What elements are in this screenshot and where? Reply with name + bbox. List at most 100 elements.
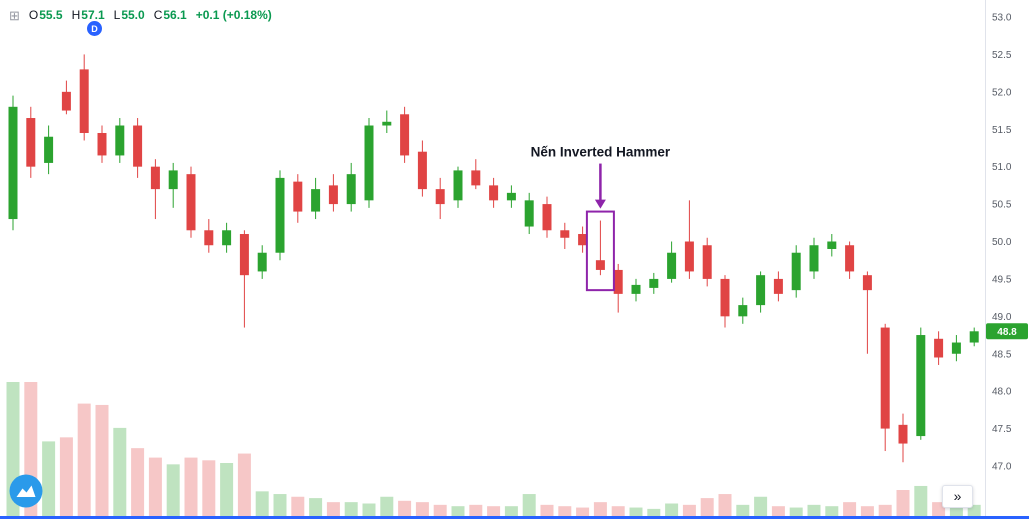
volume-bar bbox=[148, 457, 162, 517]
volume-bar bbox=[504, 506, 518, 517]
price-tick-label: 48.5 bbox=[992, 349, 1012, 360]
candle-body[interactable] bbox=[631, 284, 641, 294]
candle-body[interactable] bbox=[346, 174, 356, 205]
candle-body[interactable] bbox=[400, 114, 410, 156]
candle-body[interactable] bbox=[417, 151, 427, 190]
candle-body[interactable] bbox=[257, 252, 267, 272]
volume-bar bbox=[647, 508, 661, 517]
candle-body[interactable] bbox=[133, 125, 143, 167]
candle-body[interactable] bbox=[542, 204, 552, 231]
volume-bar bbox=[131, 448, 145, 517]
tradingview-logo[interactable] bbox=[8, 473, 44, 509]
volume-bar bbox=[362, 503, 376, 517]
candle-body[interactable] bbox=[827, 241, 837, 249]
candle-body[interactable] bbox=[293, 181, 303, 212]
volume-bar bbox=[843, 502, 857, 517]
candle-body[interactable] bbox=[489, 185, 499, 201]
open-label: O bbox=[28, 8, 39, 22]
candle-body[interactable] bbox=[756, 275, 766, 306]
ohlc-legend[interactable]: ⊞ O55.5 H57.1 L55.0 C56.1 +0.1 (+0.18%) bbox=[9, 8, 272, 22]
volume-bar bbox=[42, 441, 56, 517]
candle-body[interactable] bbox=[222, 230, 232, 246]
candle-body[interactable] bbox=[720, 278, 730, 317]
high-value: 57.1 bbox=[81, 8, 105, 22]
open-readout: O55.5 bbox=[29, 8, 63, 22]
volume-bar bbox=[949, 506, 963, 517]
time-axis-highlight bbox=[0, 516, 1029, 519]
candle-body[interactable] bbox=[382, 121, 392, 126]
candle-body[interactable] bbox=[613, 269, 623, 294]
candle-body[interactable] bbox=[44, 136, 54, 163]
candle-body[interactable] bbox=[364, 125, 374, 201]
volume-bar bbox=[166, 464, 180, 517]
low-readout: L55.0 bbox=[114, 8, 145, 22]
candle-body[interactable] bbox=[8, 106, 18, 220]
volume-bar bbox=[95, 404, 109, 517]
candle-body[interactable] bbox=[684, 241, 694, 272]
candle-body[interactable] bbox=[168, 170, 178, 190]
candle-body[interactable] bbox=[595, 260, 605, 270]
volume-bar bbox=[113, 427, 127, 517]
candle-body[interactable] bbox=[702, 245, 712, 279]
candle-body[interactable] bbox=[578, 234, 588, 246]
volume-bar bbox=[184, 457, 198, 517]
last-price-label: 48.8 bbox=[997, 327, 1017, 338]
candle-body[interactable] bbox=[471, 170, 481, 186]
low-label: L bbox=[113, 8, 121, 22]
candle-body[interactable] bbox=[649, 278, 659, 288]
candle-body[interactable] bbox=[791, 252, 801, 291]
price-tick-label: 51.5 bbox=[992, 125, 1012, 136]
candle-body[interactable] bbox=[97, 132, 107, 156]
annotation-highlight-box[interactable] bbox=[585, 210, 615, 292]
candle-body[interactable] bbox=[809, 245, 819, 272]
volume-bar bbox=[255, 491, 269, 517]
candle-body[interactable] bbox=[880, 327, 890, 429]
price-tick-label: 49.0 bbox=[992, 312, 1012, 323]
volume-bar bbox=[273, 494, 287, 517]
volume-bar bbox=[789, 507, 803, 517]
interval-badge[interactable]: D bbox=[87, 21, 102, 36]
candle-body[interactable] bbox=[311, 189, 321, 212]
candle-body[interactable] bbox=[435, 189, 445, 205]
candle-body[interactable] bbox=[150, 166, 160, 190]
volume-bar bbox=[860, 506, 874, 517]
candle-body[interactable] bbox=[898, 424, 908, 444]
volume-bar bbox=[700, 498, 714, 517]
candle-body[interactable] bbox=[773, 278, 783, 294]
candle-body[interactable] bbox=[916, 335, 926, 437]
candle-body[interactable] bbox=[934, 338, 944, 358]
volume-bar bbox=[451, 506, 465, 517]
candle-body[interactable] bbox=[951, 342, 961, 354]
candle-body[interactable] bbox=[61, 91, 71, 111]
candle-body[interactable] bbox=[275, 177, 285, 253]
candle-body[interactable] bbox=[79, 69, 89, 133]
candle-body[interactable] bbox=[845, 245, 855, 272]
candle-body[interactable] bbox=[453, 170, 463, 201]
candle-body[interactable] bbox=[239, 234, 249, 276]
candle-body[interactable] bbox=[667, 252, 677, 279]
candle-body[interactable] bbox=[506, 192, 516, 201]
candle-body[interactable] bbox=[186, 174, 196, 231]
candle-body[interactable] bbox=[115, 125, 125, 156]
volume-bar bbox=[878, 504, 892, 517]
candle-body[interactable] bbox=[862, 275, 872, 291]
price-tick-label: 53.0 bbox=[992, 13, 1012, 24]
candle-body[interactable] bbox=[26, 118, 36, 167]
candle-body[interactable] bbox=[328, 185, 338, 205]
candle-body[interactable] bbox=[204, 230, 214, 246]
volume-bar bbox=[914, 485, 928, 517]
high-label: H bbox=[71, 8, 81, 22]
volume-bar bbox=[896, 490, 910, 517]
candle-body[interactable] bbox=[738, 305, 748, 317]
fast-forward-button[interactable]: » bbox=[942, 485, 973, 508]
candle-body[interactable] bbox=[560, 230, 570, 238]
candle-body[interactable] bbox=[969, 331, 979, 343]
volume-bar bbox=[237, 453, 251, 517]
candle-body[interactable] bbox=[524, 200, 534, 227]
volume-bar bbox=[433, 504, 447, 517]
annotation-arrow-icon[interactable] bbox=[594, 199, 606, 209]
annotation-label[interactable]: Nến Inverted Hammer bbox=[531, 145, 671, 160]
volume-bar bbox=[665, 503, 679, 517]
grid-icon[interactable]: ⊞ bbox=[9, 7, 20, 23]
